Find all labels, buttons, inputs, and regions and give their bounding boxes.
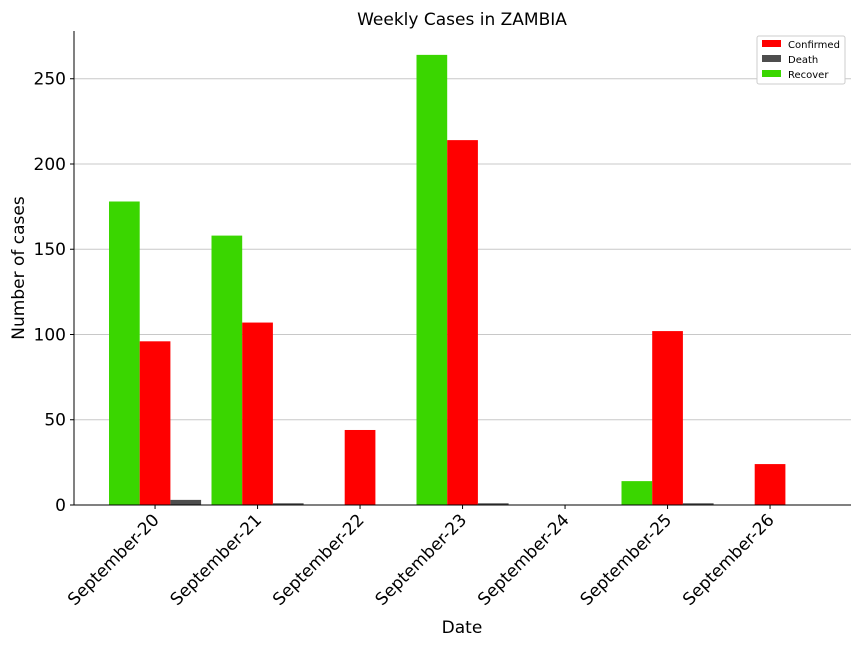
y-tick-label: 200 [34, 155, 66, 175]
x-tick-label: September-26 [679, 510, 778, 609]
bar-death [682, 503, 714, 505]
legend-swatch [762, 55, 781, 62]
chart-title: Weekly Cases in ZAMBIA [357, 10, 567, 30]
legend-label: Recover [788, 70, 829, 81]
bar-death [477, 503, 509, 505]
bar-recover [109, 201, 140, 505]
y-tick-label: 150 [34, 240, 66, 260]
y-axis-label: Number of cases [9, 196, 29, 340]
x-tick-label: September-23 [372, 510, 471, 609]
bar-recover [621, 481, 653, 505]
bar-confirmed [139, 341, 171, 505]
y-tick-label: 100 [34, 325, 66, 345]
bar-confirmed [652, 331, 683, 505]
legend-label: Confirmed [788, 40, 840, 51]
x-tick-label: September-25 [577, 510, 676, 609]
y-tick-label: 0 [55, 496, 66, 516]
x-tick-label: September-22 [269, 510, 368, 609]
y-tick-label: 250 [34, 70, 66, 90]
x-tick-label: September-21 [167, 510, 266, 609]
bar-confirmed [754, 464, 786, 505]
x-axis-label: Date [442, 618, 483, 638]
bar-confirmed [447, 140, 478, 505]
legend-swatch [762, 40, 781, 47]
bar-confirmed [242, 322, 273, 505]
y-ticks: 0 50 100 150 200 250 [34, 70, 74, 516]
legend-label: Death [788, 55, 818, 66]
legend: Confirmed Death Recover [756, 35, 846, 85]
bar-death [170, 499, 202, 505]
bar-death [272, 503, 304, 505]
y-tick-label: 50 [44, 411, 66, 431]
x-ticks: September-20 September-21 September-22 Sept… [64, 505, 779, 610]
legend-swatch [762, 70, 781, 77]
bar-confirmed [344, 429, 376, 505]
bars [109, 54, 786, 505]
bar-recover [416, 54, 448, 505]
x-tick-label: September-20 [64, 510, 163, 609]
x-tick-label: September-24 [474, 510, 573, 609]
bar-recover [211, 235, 243, 505]
